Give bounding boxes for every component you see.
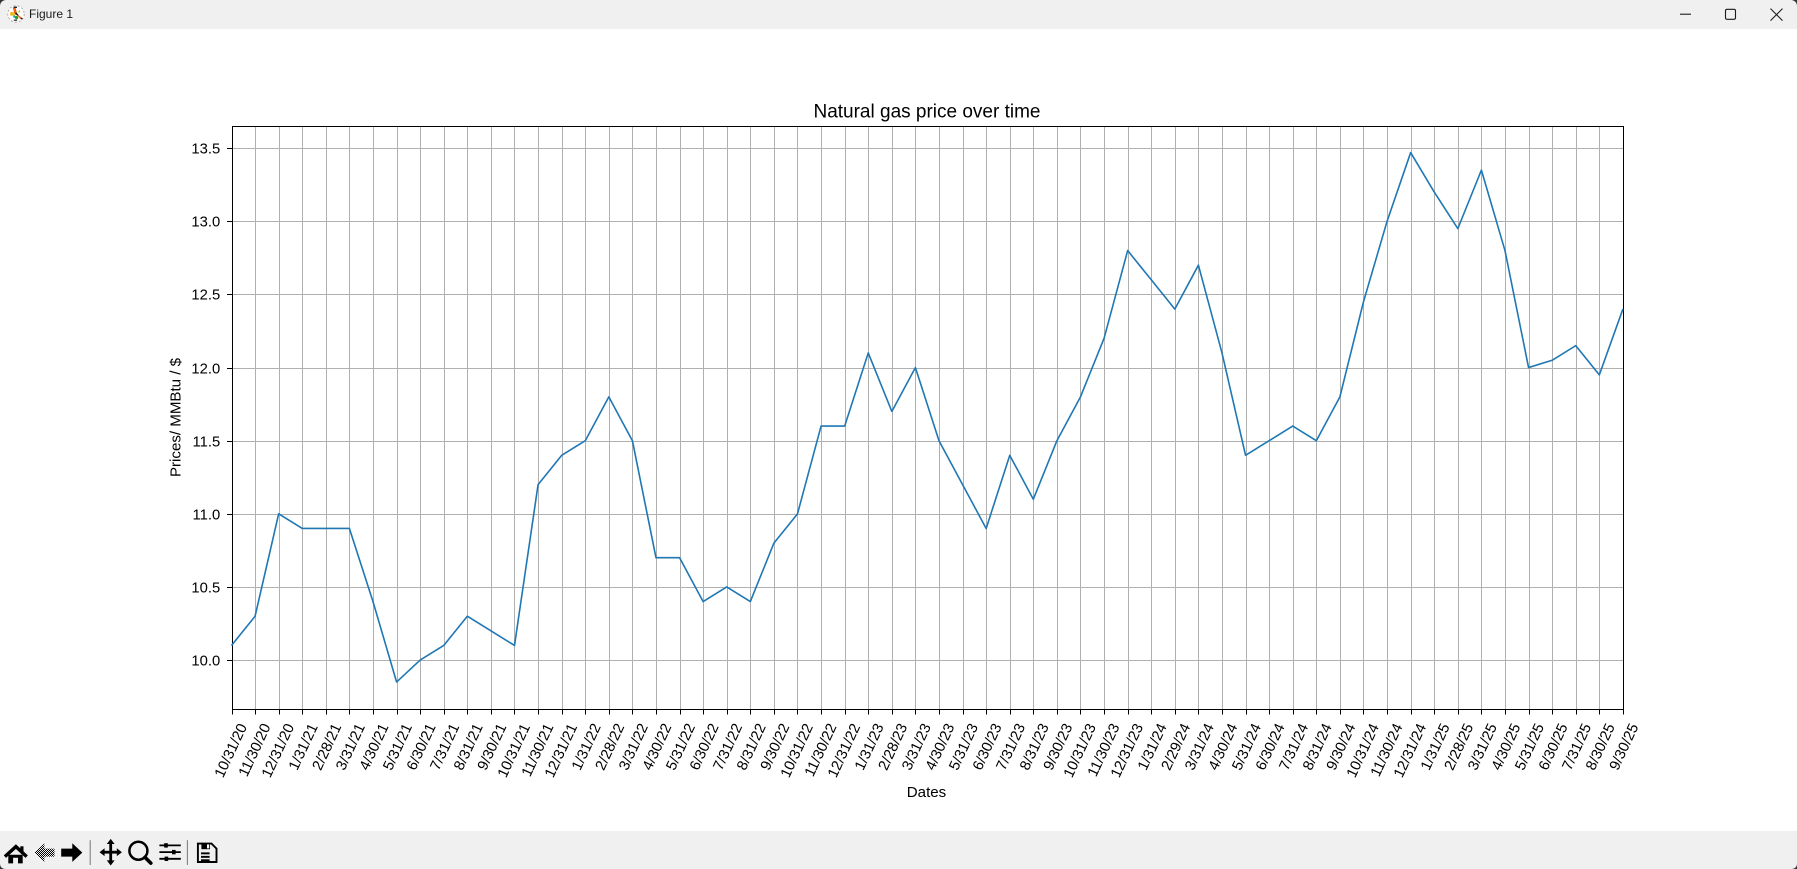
- svg-text:10.0: 10.0: [191, 654, 220, 670]
- svg-text:12.5: 12.5: [191, 288, 220, 304]
- svg-text:Dates: Dates: [907, 784, 946, 801]
- svg-text:Natural gas price over time: Natural gas price over time: [813, 101, 1040, 122]
- svg-text:11.0: 11.0: [192, 508, 220, 524]
- svg-text:11.5: 11.5: [192, 435, 220, 451]
- svg-text:10.5: 10.5: [191, 581, 220, 597]
- svg-text:13.0: 13.0: [191, 215, 220, 231]
- svg-text:Prices/ MMBtu / $: Prices/ MMBtu / $: [168, 357, 185, 477]
- svg-text:12.0: 12.0: [191, 362, 220, 378]
- svg-text:13.5: 13.5: [191, 142, 220, 158]
